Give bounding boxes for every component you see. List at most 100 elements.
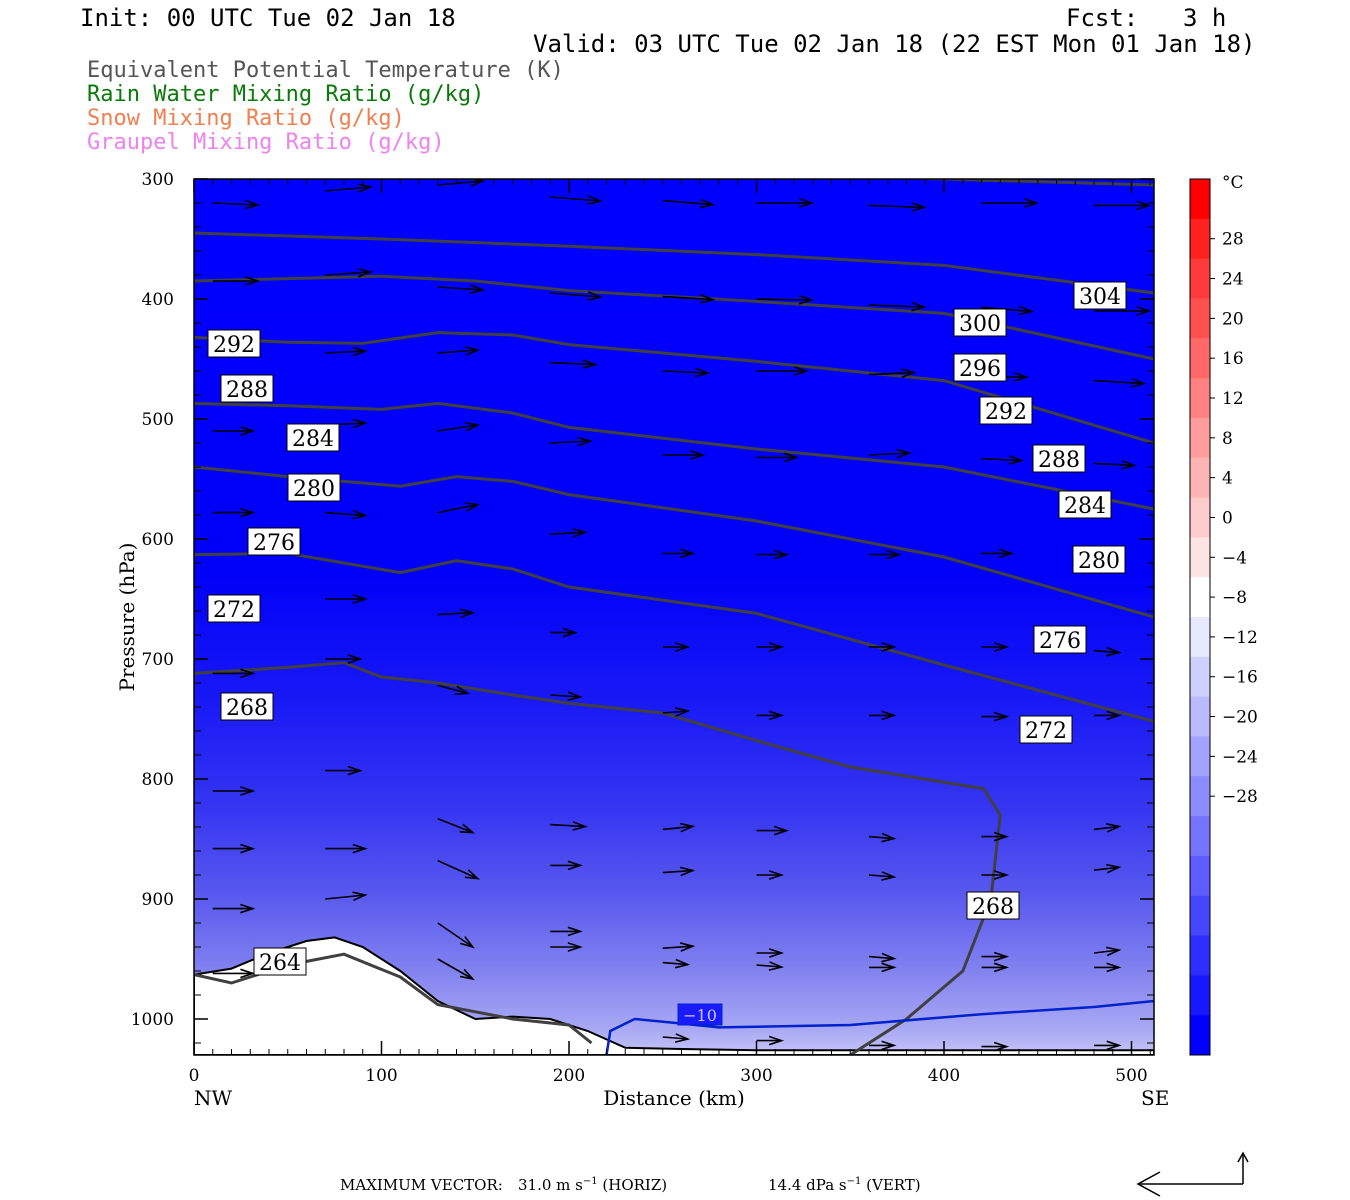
wind-vector-head	[240, 786, 256, 796]
wind-vector-head	[911, 202, 927, 212]
colorbar-swatch	[1190, 696, 1210, 737]
colorbar-label: 8	[1222, 429, 1233, 449]
wind-vector	[756, 961, 785, 971]
wind-vector	[868, 952, 897, 963]
wind-vector-head	[464, 502, 481, 512]
init-time: Init: 00 UTC Tue 02 Jan 18	[80, 4, 456, 32]
colorbar-unit: °C	[1222, 173, 1244, 193]
contour-label-text: 268	[226, 696, 268, 721]
wind-vector	[550, 359, 598, 369]
wind-vector-shaft	[662, 295, 713, 301]
wind-vector	[437, 684, 471, 695]
contour-line-288	[194, 274, 1154, 361]
wind-vector-head	[699, 294, 716, 304]
wind-vector-shaft	[437, 286, 483, 291]
wind-vector-shaft	[550, 694, 581, 698]
contour-line-300	[194, 129, 1154, 143]
wind-vector-head	[464, 869, 481, 880]
wind-vector	[756, 710, 785, 721]
wind-vector	[1093, 863, 1122, 874]
y-tick-label: 500	[142, 410, 174, 430]
contour-label-264: 264	[253, 947, 307, 976]
wind-vector-head	[881, 642, 897, 652]
wind-vector	[756, 1035, 785, 1046]
wind-vector-shaft	[437, 424, 478, 432]
wind-vector-head	[460, 936, 475, 949]
colorbar-label: −28	[1222, 787, 1258, 807]
wind-vector-shaft	[868, 874, 895, 878]
wind-vector	[869, 962, 897, 973]
wind-vector	[662, 450, 706, 460]
wind-vector-head	[674, 707, 691, 717]
contour-label-text: 280	[1078, 549, 1120, 574]
wind-vector-head	[679, 866, 696, 877]
wind-vector-head	[1106, 1040, 1122, 1051]
wind-vector-head	[240, 426, 256, 436]
wind-vector	[212, 903, 256, 914]
isotherm-line	[605, 999, 1154, 1055]
wind-vector-head	[357, 183, 373, 193]
wind-vector-shaft	[437, 503, 478, 514]
colorbar-swatch	[1190, 895, 1210, 937]
wind-vector-shaft	[437, 349, 478, 354]
wind-vector	[1094, 306, 1152, 316]
contour-label-text: 272	[1025, 719, 1067, 744]
wind-vector-head	[881, 962, 897, 973]
wind-vector	[662, 367, 711, 378]
wind-vector-shaft	[212, 202, 258, 206]
wind-vector-shaft	[1093, 649, 1120, 654]
wind-vector-head	[993, 642, 1010, 652]
wind-vector-head	[695, 367, 711, 378]
isotherm-label-text: −10	[683, 1006, 717, 1025]
contour-label-box	[953, 353, 1007, 382]
wind-vector	[1093, 459, 1137, 470]
wind-vector	[662, 198, 716, 209]
wind-vector-shaft	[325, 271, 371, 276]
contour-label-296: 296	[953, 353, 1007, 382]
wind-vector-shaft	[1093, 462, 1135, 467]
horiz-max-value: 31.0 m s−1 (HORIZ)	[518, 1176, 667, 1194]
wind-vector	[981, 548, 1015, 559]
horiz-exponent: −1	[582, 1176, 598, 1187]
wind-vector	[869, 642, 897, 652]
wind-vector	[550, 821, 588, 831]
contour-label-text: 264	[259, 951, 301, 976]
wind-vector	[662, 294, 716, 304]
wind-vector-head	[577, 436, 593, 447]
x-end-label-right: SE	[1141, 1086, 1169, 1110]
wind-vector-head	[240, 843, 256, 854]
wind-vector-head	[881, 1040, 897, 1051]
wind-vector-head	[1106, 823, 1122, 833]
wind-vector-shaft	[868, 452, 910, 456]
y-tick-label: 900	[142, 890, 174, 910]
contour-line-268	[194, 661, 1002, 1055]
wind-vector-shaft	[437, 958, 474, 980]
wind-vector	[981, 711, 1010, 722]
contour-label-304: 304	[1073, 281, 1127, 310]
wind-vector	[981, 198, 1040, 208]
wind-vector	[756, 452, 800, 463]
contour-label-box	[286, 423, 340, 452]
wind-vector-head	[674, 958, 691, 969]
colorbar-swatch	[1190, 497, 1210, 538]
contour-label-text: 292	[985, 400, 1027, 425]
wind-vector	[1093, 646, 1122, 657]
contour-label-text: 288	[1038, 448, 1080, 473]
legend-snow: Snow Mixing Ratio (g/kg)	[87, 106, 405, 131]
vert-max-value: 14.4 dPa s−1 (VERT)	[768, 1176, 921, 1194]
colorbar-swatch	[1190, 457, 1210, 499]
wind-vector-shaft	[325, 350, 366, 354]
wind-vector-head	[1106, 646, 1122, 657]
contour-label-text: 296	[959, 357, 1001, 382]
wind-vector-head	[1106, 962, 1122, 973]
contour-line-296	[885, 179, 1154, 187]
wind-vector	[981, 455, 1025, 465]
colorbar-label: −24	[1222, 747, 1258, 767]
wind-vector	[550, 627, 578, 638]
colorbar-label: 20	[1222, 309, 1244, 329]
contour-label-box	[220, 692, 274, 721]
wind-vector-shaft	[662, 199, 713, 206]
wind-vector-head	[1008, 455, 1025, 465]
contour-label-268: 268	[966, 891, 1020, 920]
wind-vector-head	[352, 891, 368, 902]
